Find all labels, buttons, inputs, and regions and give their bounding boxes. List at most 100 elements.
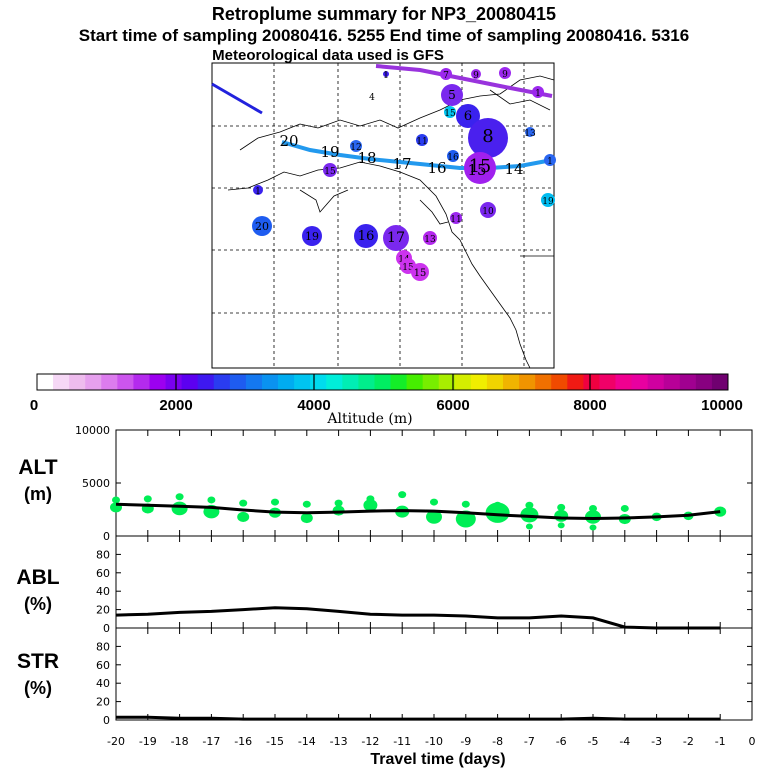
charts-frame: [115, 429, 753, 721]
map-marker: [447, 150, 459, 162]
trajectory-day-label: 17: [392, 155, 411, 173]
x-tick-label: -3: [651, 735, 662, 748]
str-panel-label: STR: [17, 650, 59, 673]
alt-bubble: [461, 500, 470, 508]
map-marker: [323, 163, 337, 177]
colorbar-tick-label: 10000: [701, 397, 743, 414]
alt-bubble: [300, 512, 313, 524]
abl-y-tick-label: 0: [103, 622, 110, 635]
map-marker-label: 8: [482, 126, 493, 147]
str-y-ticks: 0 20 40 60 80: [96, 628, 753, 727]
colorbar-swatch: [519, 374, 536, 390]
colorbar-tick-label: 6000: [436, 397, 469, 414]
alt-bubble: [207, 496, 216, 504]
figure-subtitle: Start time of sampling 20080416. 5255 En…: [79, 26, 689, 45]
colorbar-swatch: [438, 374, 456, 390]
map-marker: [354, 224, 378, 248]
colorbar-swatch: [278, 374, 295, 390]
map-marker-label: 15: [414, 268, 427, 279]
map-marker: [383, 225, 409, 251]
x-tick-label: -6: [556, 735, 567, 748]
colorbar-swatch: [631, 374, 649, 390]
x-tick-label: -2: [683, 735, 694, 748]
colorbar-swatch: [69, 374, 86, 390]
alt-bubble: [143, 495, 152, 503]
alt-bubble: [554, 509, 569, 522]
colorbar-swatch: [53, 374, 70, 390]
colorbar-frame: [36, 373, 729, 391]
colorbar-swatch: [486, 374, 504, 390]
map-marker-label: 5: [448, 88, 456, 102]
trajectory-top: [375, 64, 553, 98]
alt-bubble: [525, 523, 533, 530]
map-marker-label: 11: [450, 215, 461, 225]
trajectory-main: [281, 140, 553, 170]
colorbar-swatch: [181, 374, 199, 390]
trajectory-day-label: 14: [504, 160, 523, 178]
alt-y-tick-label: 0: [103, 530, 110, 543]
colorbar-swatch: [599, 374, 616, 390]
x-tick-label: -20: [107, 735, 125, 748]
colorbar-swatch: [229, 374, 247, 390]
x-axis-label: Travel time (days): [370, 751, 505, 768]
map-marker: [468, 118, 508, 158]
str-panel-unit: (%): [24, 678, 52, 698]
map-marker: [383, 71, 389, 77]
trajectory-left: [211, 82, 263, 115]
x-tick-label: 0: [749, 735, 756, 748]
colorbar-swatch: [165, 374, 183, 390]
colorbar-swatch: [535, 374, 552, 390]
map-marker-label: 1: [535, 89, 541, 99]
abl-y-tick-label: 20: [96, 604, 110, 617]
colorbar-swatch: [213, 374, 231, 390]
map-marker-label: 15: [469, 157, 491, 177]
colorbar-swatch: [422, 374, 440, 390]
map-marker: [464, 152, 496, 184]
altitude-colorbar: 0 2000 4000 6000 8000 10000 Altitude (m): [30, 373, 743, 427]
map-marker-label: 13: [424, 235, 436, 245]
map-marker-label: 4: [369, 93, 375, 103]
map-marker: [471, 69, 481, 79]
x-tick-label: -9: [460, 735, 471, 748]
x-tick-label: -13: [330, 735, 348, 748]
colorbar-swatch: [374, 374, 391, 390]
alt-y-ticks: 0 5000 10000: [75, 424, 753, 543]
colorbar-swatch: [663, 374, 681, 390]
map-marker: [456, 104, 480, 128]
alt-panel-label: ALT: [18, 456, 57, 479]
alt-bubble: [455, 510, 476, 528]
colorbar-swatch: [406, 374, 424, 390]
abl-y-tick-label: 40: [96, 585, 110, 598]
str-y-tick-label: 20: [96, 696, 110, 709]
str-y-tick-label: 80: [96, 640, 110, 653]
x-tick-label: -1: [715, 735, 726, 748]
map-marker-label: 16: [358, 229, 375, 244]
map-marker: [441, 84, 463, 106]
colorbar-tick-label: 2000: [159, 397, 192, 414]
colorbar-swatch: [133, 374, 150, 390]
map-marker-label: 15: [402, 263, 414, 273]
coastline: [227, 75, 555, 369]
colorbar-swatch: [85, 374, 102, 390]
alt-bubble: [175, 493, 184, 501]
colorbar-swatch: [358, 374, 375, 390]
trajectory-day-label: 16: [427, 159, 446, 177]
alt-bubble: [585, 510, 601, 524]
colorbar-swatch: [390, 374, 407, 390]
x-tick-label: -18: [171, 735, 189, 748]
alt-bubble: [171, 501, 188, 516]
map-marker-label: 1: [383, 71, 389, 81]
alt-bubble: [366, 495, 375, 503]
map-marker-label: 6: [464, 109, 472, 124]
trajectory-day-label: 20: [279, 132, 298, 150]
map-marker-label: 1: [547, 157, 553, 167]
colorbar-swatch: [583, 374, 600, 390]
x-tick-label: -5: [588, 735, 599, 748]
alt-bubble: [239, 499, 248, 507]
map-marker: [302, 226, 322, 246]
map-marker-label: 1: [255, 187, 261, 197]
alt-bubble: [302, 500, 311, 508]
